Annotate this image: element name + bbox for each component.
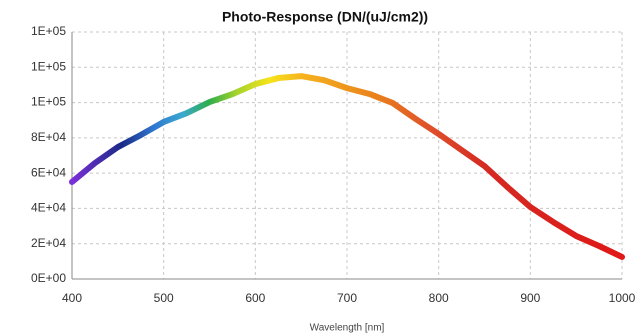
y-tick-label: 0E+00 <box>31 271 66 285</box>
x-tick-label: 500 <box>154 291 174 305</box>
y-tick-label: 6E+04 <box>31 165 66 179</box>
x-tick-label: 600 <box>245 291 265 305</box>
x-tick-label: 800 <box>429 291 449 305</box>
x-tick-label: 700 <box>337 291 357 305</box>
y-tick-label: 8E+04 <box>31 130 66 144</box>
y-tick-label: 1E+05 <box>31 59 66 73</box>
y-tick-label: 2E+04 <box>31 236 66 250</box>
x-tick-label: 900 <box>520 291 540 305</box>
y-tick-label: 1E+05 <box>31 95 66 109</box>
x-axis-title: Wavelength [nm] <box>310 323 385 334</box>
x-tick-label: 400 <box>62 291 82 305</box>
y-tick-label: 1E+05 <box>31 24 66 38</box>
data-line <box>69 73 625 260</box>
y-tick-label: 4E+04 <box>31 201 66 215</box>
chart-title: Photo-Response (DN/(uJ/cm2)) <box>222 9 428 25</box>
x-tick-label: 1000 <box>609 291 636 305</box>
